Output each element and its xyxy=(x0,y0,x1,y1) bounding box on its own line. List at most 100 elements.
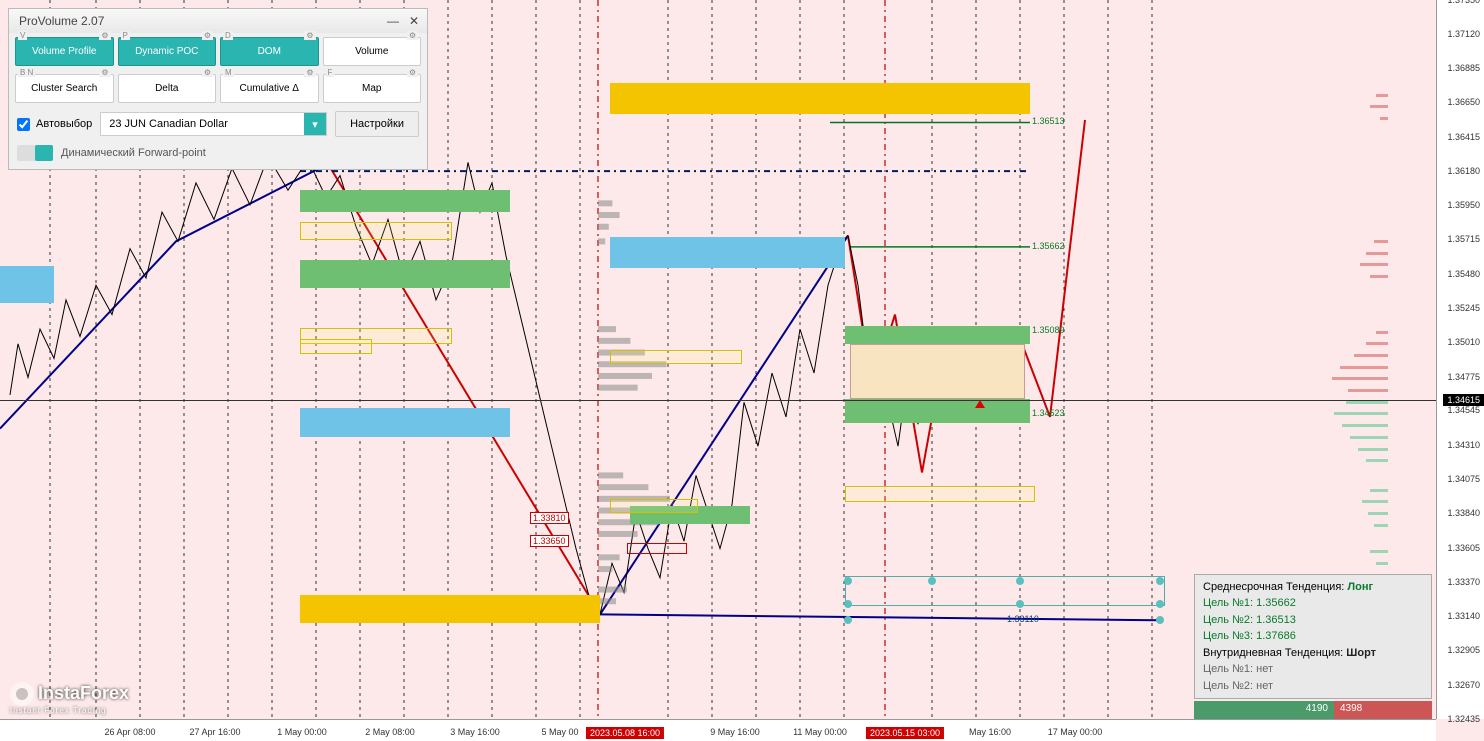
price-tick: 1.37120 xyxy=(1447,29,1480,39)
price-tick: 1.34775 xyxy=(1447,372,1480,382)
time-tick: 2 May 08:00 xyxy=(365,727,415,737)
price-label: 1.33110 xyxy=(1005,614,1041,624)
marker-dot xyxy=(1156,616,1164,624)
price-tick: 1.32905 xyxy=(1447,645,1480,655)
marker-dot xyxy=(844,600,852,608)
time-tick: 1 May 00:00 xyxy=(277,727,327,737)
price-label: 1.35662 xyxy=(1030,241,1067,251)
vp-bar xyxy=(1366,342,1388,345)
panel-button-dynamic-poc[interactable]: P⚙Dynamic POC xyxy=(118,37,217,66)
zone xyxy=(300,595,600,623)
price-tick: 1.36415 xyxy=(1447,132,1480,142)
zone xyxy=(627,543,687,555)
price-tick: 1.37350 xyxy=(1447,0,1480,5)
vp-bar xyxy=(1358,448,1388,451)
zone xyxy=(300,339,372,354)
panel-button-dom[interactable]: D⚙DOM xyxy=(220,37,319,66)
panel-button-volume[interactable]: ⚙Volume xyxy=(323,37,422,66)
vp-bar xyxy=(1380,117,1388,120)
minimize-icon[interactable]: — xyxy=(387,14,399,28)
midterm-label: Среднесрочная Тенденция: xyxy=(1203,581,1344,593)
vp-bar xyxy=(1350,436,1388,439)
zone xyxy=(300,260,510,288)
vp-bar xyxy=(1370,105,1388,108)
zone xyxy=(845,576,1165,605)
panel-button-delta[interactable]: ⚙Delta xyxy=(118,74,217,103)
logo-icon xyxy=(10,682,34,706)
settings-button[interactable]: Настройки xyxy=(335,111,419,137)
price-tick: 1.35480 xyxy=(1447,269,1480,279)
intraday-trend-row: Внутридневная Тенденция: Шорт xyxy=(1203,645,1423,662)
time-badge: 2023.05.15 03:00 xyxy=(866,727,944,739)
price-label: 1.34523 xyxy=(1030,408,1067,418)
price-label: 1.33810 xyxy=(530,512,569,524)
midterm-target: Цель №3: 1.37686 xyxy=(1203,628,1423,645)
volume-green: 4190 xyxy=(1194,701,1334,719)
time-badge: 2023.05.08 16:00 xyxy=(586,727,664,739)
instrument-dropdown[interactable]: 23 JUN Canadian Dollar ▾ xyxy=(100,112,327,136)
panel-titlebar[interactable]: ProVolume 2.07 — ✕ xyxy=(9,9,427,33)
vp-bar xyxy=(1346,401,1388,404)
forward-point-row: Динамический Forward-point xyxy=(9,141,427,169)
panel-button-map[interactable]: F⚙Map xyxy=(323,74,422,103)
midterm-target: Цель №2: 1.36513 xyxy=(1203,612,1423,629)
price-tick: 1.32435 xyxy=(1447,714,1480,724)
trend-info-box: Среднесрочная Тенденция: Лонг Цель №1: 1… xyxy=(1194,574,1432,700)
vp-bar xyxy=(1370,550,1388,553)
price-tick: 1.35950 xyxy=(1447,200,1480,210)
vp-bar xyxy=(1366,252,1388,255)
vp-bar xyxy=(1374,240,1388,243)
price-tick: 1.35715 xyxy=(1447,234,1480,244)
zone xyxy=(300,222,452,240)
time-tick: 5 May 00 xyxy=(541,727,578,737)
midterm-trend-row: Среднесрочная Тенденция: Лонг xyxy=(1203,579,1423,596)
price-tick: 1.34075 xyxy=(1447,474,1480,484)
forward-point-toggle[interactable] xyxy=(17,145,53,161)
autoselect-input[interactable] xyxy=(17,118,30,131)
zone xyxy=(845,486,1035,502)
vp-bar xyxy=(1348,389,1388,392)
autoselect-checkbox[interactable]: Автовыбор xyxy=(17,118,92,131)
price-label: 1.33650 xyxy=(530,535,569,547)
vp-bar xyxy=(1376,562,1388,565)
intraday-value: Шорт xyxy=(1346,647,1376,659)
intraday-label: Внутридневная Тенденция: xyxy=(1203,647,1343,659)
close-icon[interactable]: ✕ xyxy=(409,14,419,28)
autoselect-label: Автовыбор xyxy=(36,118,92,130)
vp-bar xyxy=(1370,489,1388,492)
time-axis: 26 Apr 08:0027 Apr 16:001 May 00:002 May… xyxy=(0,719,1436,741)
panel-button-cluster-search[interactable]: B N⚙Cluster Search xyxy=(15,74,114,103)
panel-button-row-1: V⚙Volume ProfileP⚙Dynamic POCD⚙DOM⚙Volum… xyxy=(9,33,427,70)
price-label: 1.35089 xyxy=(1030,325,1067,335)
price-tick: 1.33605 xyxy=(1447,543,1480,553)
zone xyxy=(300,408,510,437)
marker-dot xyxy=(1156,600,1164,608)
price-tick: 1.33140 xyxy=(1447,611,1480,621)
vp-bar xyxy=(1366,459,1388,462)
price-tick: 1.36180 xyxy=(1447,166,1480,176)
intraday-target: Цель №2: нет xyxy=(1203,678,1423,695)
arrow-up-icon xyxy=(975,400,985,408)
vp-bar xyxy=(1360,263,1388,266)
zone xyxy=(850,344,1025,400)
time-tick: 17 May 00:00 xyxy=(1048,727,1103,737)
vp-bar xyxy=(1368,512,1388,515)
vp-bar xyxy=(1334,412,1388,415)
panel-button-cumulative-[interactable]: M⚙Cumulative Δ xyxy=(220,74,319,103)
zone xyxy=(610,83,1030,114)
panel-button-volume-profile[interactable]: V⚙Volume Profile xyxy=(15,37,114,66)
price-tick: 1.33370 xyxy=(1447,577,1480,587)
panel-title-text: ProVolume 2.07 xyxy=(19,14,104,28)
time-tick: 26 Apr 08:00 xyxy=(104,727,155,737)
price-tick: 1.34545 xyxy=(1447,405,1480,415)
forward-point-label: Динамический Forward-point xyxy=(61,147,206,159)
instrument-value: 23 JUN Canadian Dollar xyxy=(109,118,228,130)
vp-bar xyxy=(1376,331,1388,334)
current-price-line xyxy=(0,400,1436,401)
marker-dot xyxy=(1016,600,1024,608)
price-tick: 1.36885 xyxy=(1447,63,1480,73)
volume-red: 4398 xyxy=(1334,701,1432,719)
price-tick: 1.34310 xyxy=(1447,440,1480,450)
time-tick: May 16:00 xyxy=(969,727,1011,737)
price-label: 1.36513 xyxy=(1030,116,1067,126)
